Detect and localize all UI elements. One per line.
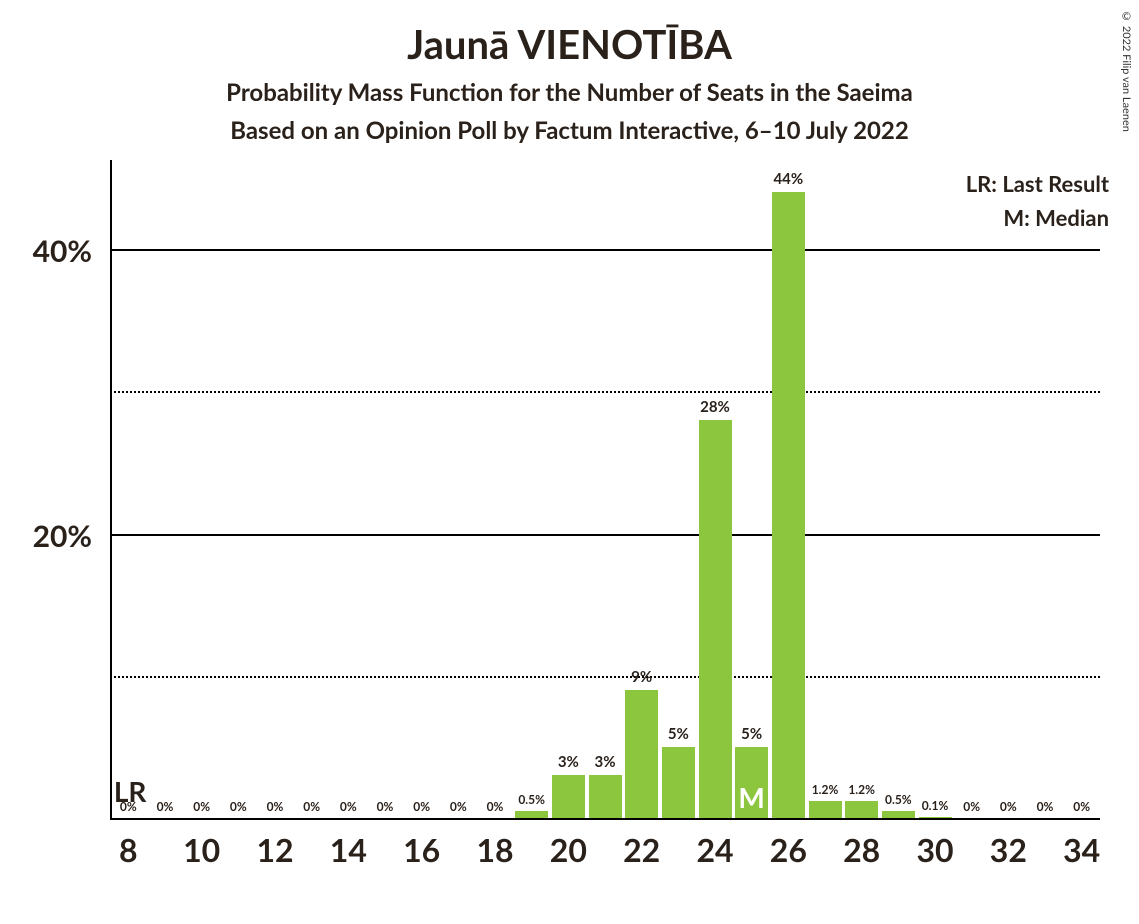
bar-value-label: 9% — [631, 668, 652, 686]
chart-subtitle-1: Probability Mass Function for the Number… — [0, 78, 1139, 107]
plot-area: 20%40%0%0%0%0%0%0%0%0%0%0%0%0.5%3%3%9%5%… — [110, 180, 1100, 820]
bar: 0.1% — [919, 817, 952, 818]
x-tick-label: 30 — [916, 830, 953, 869]
bar: 3% — [589, 775, 622, 818]
bar-value-label: 3% — [558, 753, 579, 771]
bar: 0.5% — [882, 811, 915, 818]
bar-value-label: 0% — [303, 799, 320, 814]
bar-value-label: 44% — [773, 170, 803, 188]
bar-value-label: 0% — [413, 799, 430, 814]
bar-value-label: 28% — [700, 398, 730, 416]
x-tick-label: 24 — [696, 830, 733, 869]
x-axis-labels: 8 10 12 14 16 18 20 22 24 26 28 30 32 34 — [110, 830, 1100, 880]
y-tick-label: 20% — [33, 518, 92, 554]
bar: 3% — [552, 775, 585, 818]
bar-value-label: 0% — [157, 799, 174, 814]
x-tick-label: 18 — [476, 830, 513, 869]
copyright-text: © 2022 Filip van Laenen — [1120, 10, 1133, 132]
bar: 28% — [699, 420, 732, 818]
gridline — [110, 249, 1100, 251]
y-axis — [110, 160, 112, 820]
x-axis — [110, 818, 1100, 820]
median-marker: M — [738, 780, 764, 814]
bar-value-label: 0% — [450, 799, 467, 814]
bar-value-label: 0% — [193, 799, 210, 814]
gridline — [110, 676, 1100, 678]
bar-value-label: 5% — [668, 725, 689, 743]
bar-value-label: 0% — [963, 799, 980, 814]
x-tick-label: 16 — [403, 830, 440, 869]
lr-marker: LR — [114, 774, 147, 808]
x-tick-label: 26 — [770, 830, 807, 869]
x-tick-label: 12 — [256, 830, 293, 869]
bar-value-label: 0% — [1073, 799, 1090, 814]
x-tick-label: 8 — [119, 830, 138, 869]
x-tick-label: 32 — [990, 830, 1027, 869]
bar: 0.5% — [515, 811, 548, 818]
bar-value-label: 0% — [230, 799, 247, 814]
bar-value-label: 0% — [1037, 799, 1054, 814]
bar: 1.2% — [809, 801, 842, 818]
bar-value-label: 0.5% — [885, 792, 912, 807]
x-tick-label: 28 — [843, 830, 880, 869]
bar: 1.2% — [845, 801, 878, 818]
y-tick-label: 40% — [33, 233, 92, 269]
chart-container: Jaunā VIENOTĪBA Probability Mass Functio… — [0, 0, 1139, 924]
bar-value-label: 0.1% — [922, 798, 949, 813]
bar-value-label: 5% — [741, 725, 762, 743]
bar-value-label: 0% — [377, 799, 394, 814]
bar-value-label: 0% — [267, 799, 284, 814]
bar-value-label: 1.2% — [848, 782, 875, 797]
bar-value-label: 0.5% — [518, 792, 545, 807]
x-tick-label: 22 — [623, 830, 660, 869]
bar-value-label: 3% — [595, 753, 616, 771]
gridline — [110, 534, 1100, 536]
bar-value-label: 1.2% — [812, 782, 839, 797]
x-tick-label: 20 — [550, 830, 587, 869]
bar-value-label: 0% — [340, 799, 357, 814]
chart-title: Jaunā VIENOTĪBA — [0, 20, 1139, 68]
chart-subtitle-2: Based on an Opinion Poll by Factum Inter… — [0, 116, 1139, 145]
x-tick-label: 34 — [1063, 830, 1100, 869]
bar: 44% — [772, 192, 805, 818]
bar: 9% — [625, 690, 658, 818]
gridline — [110, 391, 1100, 393]
bar-value-label: 0% — [1000, 799, 1017, 814]
x-tick-label: 10 — [183, 830, 220, 869]
x-tick-label: 14 — [330, 830, 367, 869]
bar-value-label: 0% — [487, 799, 504, 814]
bar: 5% — [662, 747, 695, 818]
